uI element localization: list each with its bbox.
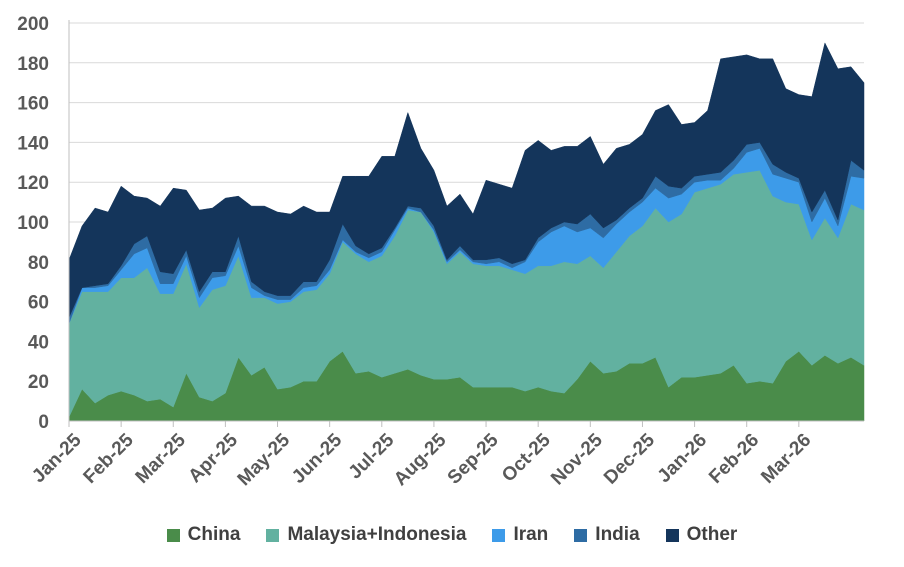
legend-item-china: China [166, 524, 241, 546]
y-tick-40: 40 [28, 332, 49, 353]
x-tick-nov-25: Nov-25 [547, 429, 607, 489]
x-tick-sep-25: Sep-25 [444, 429, 503, 488]
legend-swatch-china [166, 528, 180, 542]
x-tick-aug-25: Aug-25 [390, 429, 451, 490]
x-tick-jan-25: Jan-25 [28, 429, 86, 487]
legend-swatch-other [665, 528, 679, 542]
legend-swatch-malaysia-indonesia [266, 528, 280, 542]
legend-swatch-iran [492, 528, 506, 542]
legend-swatch-india [574, 528, 588, 542]
x-tick-mar-25: Mar-25 [132, 429, 190, 487]
y-tick-120: 120 [17, 173, 49, 194]
legend-label-other: Other [686, 524, 738, 545]
x-tick-dec-25: Dec-25 [600, 429, 659, 488]
x-tick-mar-26: Mar-26 [757, 430, 815, 488]
y-tick-140: 140 [17, 133, 49, 154]
y-tick-180: 180 [17, 54, 49, 75]
y-tick-20: 20 [28, 372, 49, 393]
x-tick-jun-25: Jun-25 [288, 429, 346, 487]
y-tick-60: 60 [28, 293, 49, 314]
x-tick-feb-25: Feb-25 [80, 429, 138, 487]
legend-item-other: Other [665, 524, 738, 546]
x-tick-feb-26: Feb-26 [705, 430, 763, 488]
x-tick-labels: Jan-25Feb-25Mar-25Apr-25May-25Jun-25Jul-… [28, 421, 815, 490]
legend-item-malaysia-indonesia: Malaysia+Indonesia [266, 524, 466, 546]
legend-label-iran: Iran [513, 524, 549, 545]
legend-label-malaysia-indonesia: Malaysia+Indonesia [287, 524, 467, 545]
y-tick-200: 200 [17, 14, 49, 35]
y-tick-80: 80 [28, 253, 49, 274]
x-tick-jan-26: Jan-26 [654, 430, 711, 487]
series-areas [68, 42, 865, 422]
legend-label-india: India [595, 524, 640, 545]
x-tick-apr-25: Apr-25 [185, 429, 243, 487]
area-other [68, 42, 865, 318]
legend: China Malaysia+Indonesia Iran India Other [0, 522, 904, 548]
legend-label-china: China [187, 524, 241, 545]
y-tick-160: 160 [17, 94, 49, 115]
legend-item-india: India [574, 524, 640, 546]
x-tick-oct-25: Oct-25 [498, 429, 555, 486]
legend-item-iran: Iran [492, 524, 548, 546]
y-tick-labels: 0 20 40 60 80 100 120 140 160 180 200 [17, 14, 49, 433]
axes [68, 20, 864, 422]
y-tick-0: 0 [38, 412, 49, 433]
x-tick-may-25: May-25 [234, 429, 295, 490]
y-tick-100: 100 [17, 213, 49, 234]
